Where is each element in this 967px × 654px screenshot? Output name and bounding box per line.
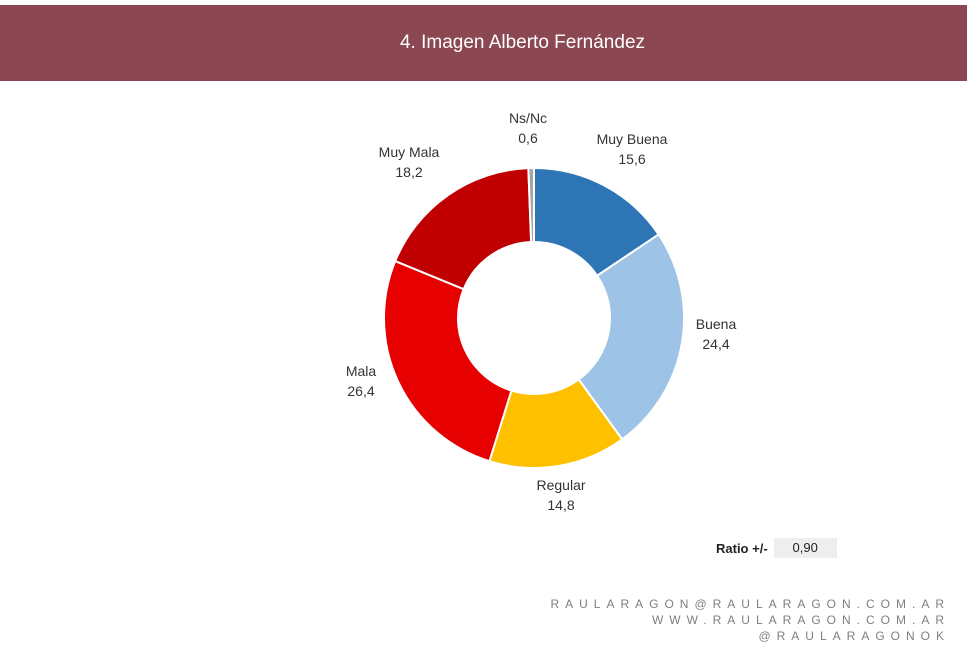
slice-label: Buena <box>696 316 737 332</box>
title-banner: 4. Imagen Alberto Fernández <box>0 5 967 81</box>
footer-email: RAULARAGON@RAULARAGON.COM.AR <box>550 597 950 611</box>
footer-handle: @RAULARAGONOK <box>758 629 950 643</box>
slice-muy-mala <box>393 167 533 291</box>
slice-value-label: 18,2 <box>395 164 422 180</box>
slice-ns-nc <box>527 166 535 244</box>
slice-label: Ns/Nc <box>509 110 547 126</box>
slice-value-label: 26,4 <box>347 383 374 399</box>
footer-contact: RAULARAGON@RAULARAGON.COM.AR WWW.RAULARA… <box>550 596 950 644</box>
slice-value-label: 0,6 <box>518 130 538 146</box>
chart-title: 4. Imagen Alberto Fernández <box>399 32 646 53</box>
slice-buena <box>577 233 685 441</box>
slice-value-label: 15,6 <box>618 151 645 167</box>
footer-website: WWW.RAULARAGON.COM.AR <box>651 613 950 627</box>
slice-value-label: 24,4 <box>702 336 729 352</box>
slice-label: Muy Buena <box>597 131 668 147</box>
slice-value-label: 14,8 <box>547 497 574 513</box>
ratio-label: Ratio +/- <box>716 540 768 556</box>
slice-mala <box>383 259 513 463</box>
slice-label: Muy Mala <box>379 144 440 160</box>
ratio-value: 0,90 <box>773 538 837 558</box>
slice-label: Regular <box>536 477 585 493</box>
ratio-box: Ratio +/- 0,90 <box>716 538 837 558</box>
slice-label: Mala <box>346 363 377 379</box>
